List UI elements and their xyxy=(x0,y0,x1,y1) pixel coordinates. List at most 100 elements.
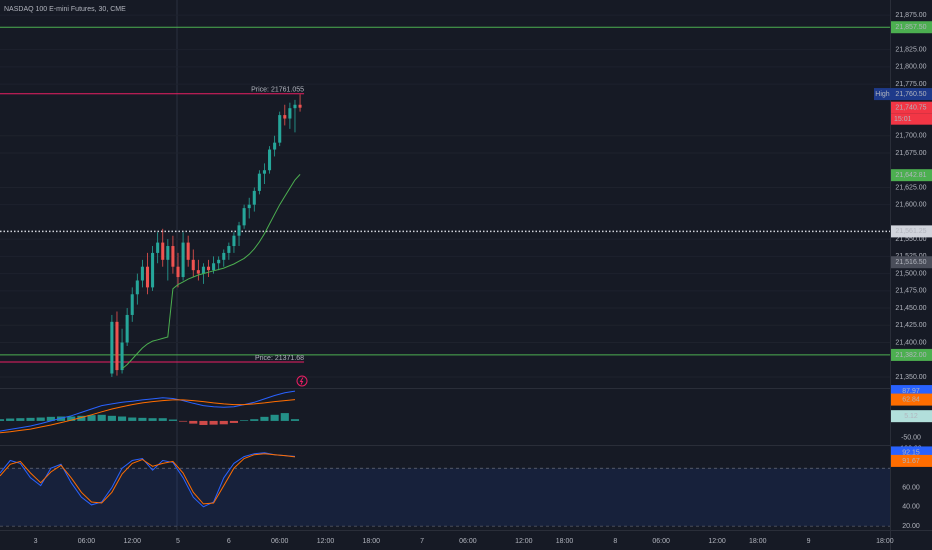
x-tick-label: 18:00 xyxy=(362,538,380,545)
countdown-bg xyxy=(891,113,932,125)
y-tick-label: -50.00 xyxy=(901,435,921,442)
x-tick-label: 18:00 xyxy=(876,538,894,545)
y-tick-label: 21,500.00 xyxy=(895,270,926,277)
histogram-bar xyxy=(229,420,239,423)
histogram-bar xyxy=(46,416,55,421)
axis-tag-label: 21,382.00 xyxy=(895,352,926,359)
stochastic-line xyxy=(0,453,296,505)
event-icon xyxy=(299,377,304,385)
histogram-bar xyxy=(16,418,25,421)
candle-body xyxy=(171,246,175,267)
candle-body xyxy=(145,266,150,288)
y-tick-label: 20.00 xyxy=(902,523,920,530)
candle-body xyxy=(115,321,119,371)
y-tick-label: 21,400.00 xyxy=(895,339,926,346)
x-tick-label: 5 xyxy=(176,538,180,545)
axis-tag xyxy=(891,256,932,269)
histogram-bar xyxy=(87,415,96,421)
histogram-bar xyxy=(138,417,147,421)
x-tick-label: 12:00 xyxy=(708,538,726,545)
chart-title: NASDAQ 100 E-mini Futures, 30, CME xyxy=(4,6,126,13)
candle-body xyxy=(110,321,114,374)
axis-tag xyxy=(891,88,932,101)
x-tick-label: 3 xyxy=(34,538,38,545)
axis-tag xyxy=(891,21,932,34)
axis-tag-label: 21,642.81 xyxy=(895,172,926,179)
candle-body xyxy=(212,263,216,271)
x-tick-label: 12:00 xyxy=(515,538,533,545)
candle-body xyxy=(222,252,226,260)
candle-body xyxy=(227,246,231,253)
histogram-bar xyxy=(117,416,127,421)
y-tick-label: 21,625.00 xyxy=(895,184,926,191)
event-icon xyxy=(296,375,308,387)
axis-tag-label: 21,857.50 xyxy=(895,24,926,31)
axis-tag-label: 87.97 xyxy=(902,388,920,395)
axis-tag-label: 92.15 xyxy=(902,449,920,456)
y-tick-label: 21,425.00 xyxy=(895,322,926,329)
axis-tag xyxy=(891,225,932,238)
histogram-bar xyxy=(67,416,76,421)
candle-body xyxy=(293,104,297,109)
histogram-bar xyxy=(107,415,116,421)
y-tick-label: 60.00 xyxy=(902,484,920,491)
axis-tag-label: 21,740.75 xyxy=(895,105,926,112)
candle-body xyxy=(181,242,185,278)
plot: 21,875.00 21,825.00 21,800.00 21,775.00 21,7… xyxy=(0,6,932,545)
price-note: Price: 21761.055 xyxy=(251,87,304,94)
y-tick-label: 21,700.00 xyxy=(895,133,926,140)
candle-body xyxy=(242,208,246,226)
candle-body xyxy=(201,266,205,274)
histogram-bar xyxy=(199,420,208,425)
y-tick-label: 21,775.00 xyxy=(895,81,926,88)
histogram-bar xyxy=(209,420,218,425)
axis-tag-label: 5.12 xyxy=(904,413,918,420)
histogram-bar xyxy=(250,419,259,421)
candle-body xyxy=(206,266,211,271)
axis-tag-name: High xyxy=(875,91,890,98)
histogram-bar xyxy=(26,417,35,421)
axis-tag xyxy=(891,454,932,467)
candle-body xyxy=(257,173,261,191)
candle-body xyxy=(217,259,221,264)
candle-body xyxy=(161,242,165,260)
y-tick-label: 21,875.00 xyxy=(895,12,926,19)
candle-body xyxy=(283,115,287,119)
stochastic-line xyxy=(0,452,296,508)
x-tick-label: 06:00 xyxy=(78,538,96,545)
y-tick-label: 40.00 xyxy=(902,504,920,511)
y-tick-label: 21,800.00 xyxy=(895,64,926,71)
histogram-bar xyxy=(77,415,86,421)
candle-body xyxy=(247,204,251,209)
candle-body xyxy=(252,190,256,205)
countdown: 15:01 xyxy=(894,116,912,123)
candle-body xyxy=(130,294,134,315)
candle-body xyxy=(298,104,302,108)
x-tick-label: 9 xyxy=(807,538,811,545)
histogram-bar xyxy=(179,420,188,422)
histogram-bar xyxy=(6,418,15,421)
x-tick-label: 12:00 xyxy=(317,538,335,545)
y-tick-label: 21,450.00 xyxy=(895,305,926,312)
candle-body xyxy=(186,242,190,260)
axis-tag-label: 62.84 xyxy=(902,396,920,403)
moving-average xyxy=(121,174,301,370)
histogram-bar xyxy=(0,419,5,421)
axis-tag xyxy=(891,169,932,182)
axis-tag xyxy=(891,348,932,361)
candle-body xyxy=(135,280,139,295)
candle-body xyxy=(273,142,277,150)
x-tick-label: 18:00 xyxy=(749,538,767,545)
histogram-bar xyxy=(219,420,228,425)
candle-body xyxy=(156,242,160,253)
axis-tag-label: 21,760.50 xyxy=(895,91,926,98)
candle-body xyxy=(278,115,282,143)
x-tick-label: 18:00 xyxy=(556,538,574,545)
x-tick-label: 12:00 xyxy=(123,538,141,545)
axis-tag-label: 91.67 xyxy=(902,458,920,465)
x-tick-label: 06:00 xyxy=(271,538,289,545)
x-tick-label: 7 xyxy=(420,538,424,545)
candle-body xyxy=(232,235,236,247)
x-tick-label: 8 xyxy=(613,538,617,545)
